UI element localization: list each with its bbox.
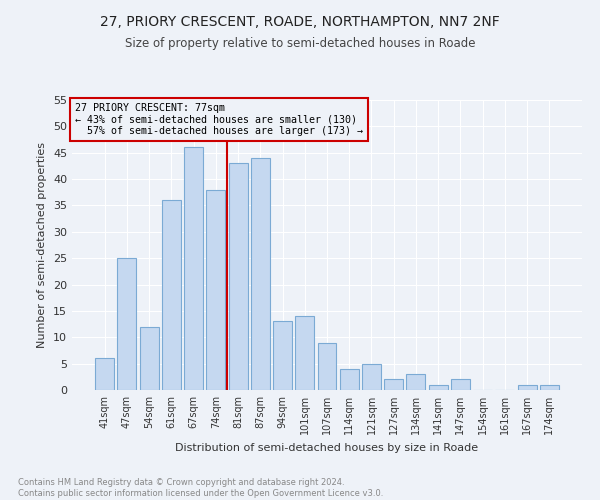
Bar	[295, 316, 314, 390]
Bar	[317, 342, 337, 390]
Bar	[518, 384, 536, 390]
Bar	[229, 164, 248, 390]
Bar	[162, 200, 181, 390]
Bar	[206, 190, 225, 390]
Bar	[95, 358, 114, 390]
Bar	[273, 322, 292, 390]
Text: Contains HM Land Registry data © Crown copyright and database right 2024.
Contai: Contains HM Land Registry data © Crown c…	[18, 478, 383, 498]
Text: 27, PRIORY CRESCENT, ROADE, NORTHAMPTON, NN7 2NF: 27, PRIORY CRESCENT, ROADE, NORTHAMPTON,…	[100, 15, 500, 29]
Bar	[118, 258, 136, 390]
Text: 27 PRIORY CRESCENT: 77sqm
← 43% of semi-detached houses are smaller (130)
  57% : 27 PRIORY CRESCENT: 77sqm ← 43% of semi-…	[74, 103, 362, 136]
Bar	[140, 326, 158, 390]
Bar	[251, 158, 270, 390]
Bar	[384, 380, 403, 390]
Bar	[184, 148, 203, 390]
X-axis label: Distribution of semi-detached houses by size in Roade: Distribution of semi-detached houses by …	[175, 442, 479, 452]
Bar	[406, 374, 425, 390]
Bar	[362, 364, 381, 390]
Text: Size of property relative to semi-detached houses in Roade: Size of property relative to semi-detach…	[125, 38, 475, 51]
Y-axis label: Number of semi-detached properties: Number of semi-detached properties	[37, 142, 47, 348]
Bar	[451, 380, 470, 390]
Bar	[540, 384, 559, 390]
Bar	[340, 369, 359, 390]
Bar	[429, 384, 448, 390]
